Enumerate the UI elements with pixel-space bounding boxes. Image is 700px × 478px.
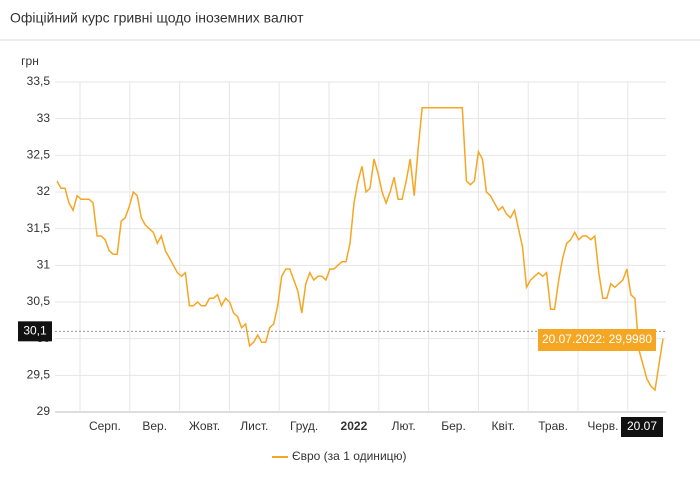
y-tick-label: 33,5 — [27, 74, 51, 88]
header — [0, 0, 700, 40]
y-tick-label: 32 — [37, 184, 51, 198]
legend-label: Євро (за 1 одиницю) — [292, 449, 407, 463]
y-axis-label: грн — [21, 54, 39, 68]
y-tick-label: 29,5 — [27, 368, 51, 382]
x-tick-label: Черв. — [587, 419, 618, 433]
y-tick-label: 33 — [37, 111, 51, 125]
x-tick-label: 2022 — [341, 419, 368, 433]
chart-title: Офіційний курс гривні щодо іноземних вал… — [10, 10, 304, 26]
y-tick-label: 29 — [37, 404, 51, 418]
line-series — [56, 106, 664, 392]
y-tick-label: 31,5 — [27, 221, 51, 235]
tooltip-label: 20.07.2022: 29,9980 — [542, 332, 652, 346]
x-tick-label: Лют. — [392, 419, 416, 433]
tooltip-box — [538, 329, 656, 351]
x-tick-label: Груд. — [290, 419, 318, 433]
crosshair-y-badge — [18, 321, 52, 342]
x-tick-label: Жовт. — [189, 419, 220, 433]
x-tick-label: Лист. — [240, 419, 268, 433]
y-tick-label: 31 — [37, 258, 51, 272]
x-tick-label: Вер. — [142, 419, 167, 433]
crosshair-x-label: 20.07 — [627, 419, 657, 433]
y-tick-label: 32,5 — [27, 148, 51, 162]
x-tick-label: Серп. — [89, 419, 121, 433]
x-tick-label: Бер. — [441, 419, 466, 433]
crosshair-y-label: 30,1 — [23, 324, 47, 338]
y-tick-label: 30,5 — [27, 294, 51, 308]
x-tick-label: Квіт. — [492, 419, 516, 433]
x-tick-label: Трав. — [538, 419, 568, 433]
crosshair-x-badge — [621, 417, 663, 437]
